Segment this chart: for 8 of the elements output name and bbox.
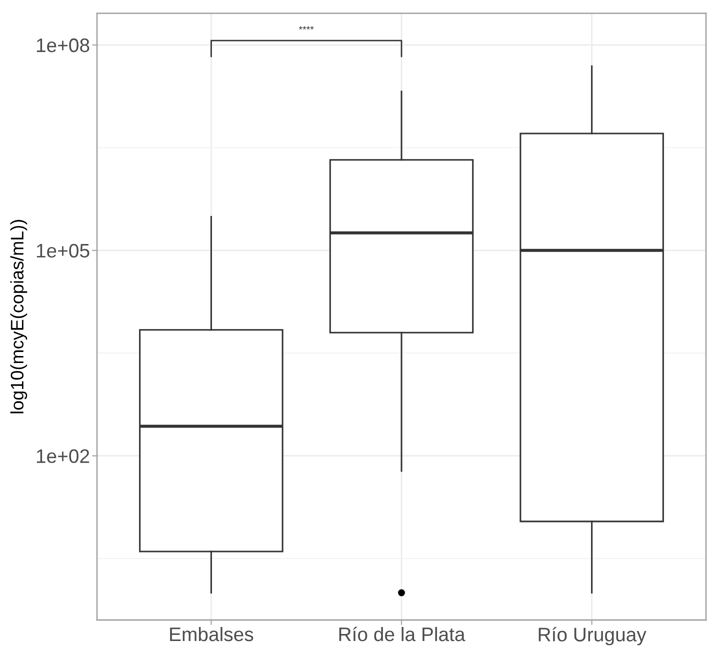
- y-axis-title: log10(mcyE(copias/mL)): [10, 220, 28, 414]
- x-tick-label: Río Uruguay: [538, 626, 646, 646]
- x-tick-label: Embalses: [170, 626, 254, 642]
- y-tick-label: 1e+02: [36, 449, 90, 464]
- x-tick-label: Río de la Plata: [339, 626, 466, 642]
- y-tick-label: 1e+08: [36, 38, 90, 52]
- annotation: ****: [298, 26, 314, 30]
- y-tick-label: 1e+05: [36, 244, 90, 258]
